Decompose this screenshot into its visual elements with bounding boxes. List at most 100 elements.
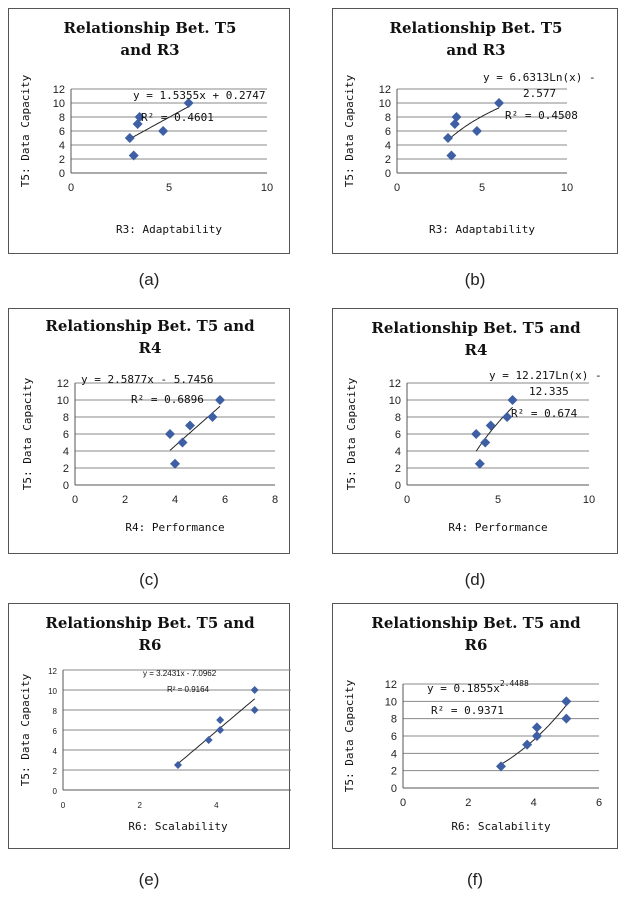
data-point — [216, 726, 225, 734]
y-tick-label: 4 — [395, 446, 401, 458]
y-tick-label: 6 — [59, 126, 65, 138]
y-tick-label: 10 — [53, 98, 65, 110]
y-tick-label: 6 — [385, 126, 391, 138]
trend-equation: y = 1.5355x + 0.2747 — [133, 89, 265, 102]
y-axis-label: T5: Data Capacity — [343, 74, 356, 187]
x-tick-label: 0 — [61, 801, 66, 810]
x-tick-label: 5 — [479, 182, 485, 194]
y-tick-label: 8 — [63, 412, 69, 424]
y-tick-label: 12 — [53, 84, 65, 96]
data-point — [531, 722, 542, 733]
chart-title: R6 — [139, 636, 162, 654]
data-point — [496, 761, 506, 772]
y-tick-label: 6 — [63, 429, 69, 441]
y-tick-label: 0 — [391, 783, 397, 795]
r-squared-label: R² = 0.6896 — [131, 393, 204, 406]
x-tick-label: 0 — [394, 182, 400, 194]
y-tick-label: 0 — [63, 480, 69, 492]
y-tick-label: 10 — [389, 395, 401, 407]
x-tick-label: 0 — [72, 494, 78, 506]
trendline — [177, 698, 256, 765]
chart-title: Relationship Bet. T5 — [390, 19, 563, 37]
x-tick-label: 8 — [272, 494, 278, 506]
chart-panel-c: Relationship Bet. T5 and R4 0 2 4 6 8 10 12 0 2 4 6 8… — [8, 308, 290, 554]
y-axis-label: T5: Data Capacity — [345, 377, 358, 490]
chart-title: Relationship Bet. T5 and — [371, 614, 581, 632]
chart-svg-c: Relationship Bet. T5 and R4 0 2 4 6 8 10 12 0 2 4 6 8… — [21, 317, 278, 534]
y-tick-label: 12 — [57, 378, 69, 390]
data-point — [443, 133, 453, 143]
y-axis-label: T5: Data Capacity — [21, 377, 34, 490]
data-point — [216, 716, 225, 724]
data-point — [480, 437, 491, 448]
x-tick-label: 5 — [495, 494, 501, 506]
y-tick-label: 10 — [379, 98, 391, 110]
chart-title: Relationship Bet. T5 — [64, 19, 237, 37]
data-point — [446, 150, 457, 161]
chart-title: R4 — [465, 341, 488, 359]
trendline — [129, 106, 189, 140]
trend-equation: 2.577 — [523, 87, 556, 100]
chart-panel-e: Relationship Bet. T5 andR60246810120246R… — [8, 603, 291, 849]
y-tick-label: 8 — [385, 112, 391, 124]
r-squared-label: R² = 0.9164 — [167, 685, 210, 694]
data-point — [170, 458, 180, 469]
r-squared-label: R² = 0.4601 — [141, 111, 214, 124]
x-tick-label: 2 — [465, 797, 471, 809]
chart-title: Relationship Bet. T5 and — [45, 317, 255, 335]
y-tick-label: 0 — [53, 787, 58, 796]
x-tick-label: 2 — [122, 494, 128, 506]
data-point — [250, 706, 259, 714]
trend-equation: y = 2.5877x - 5.7456 — [81, 373, 213, 386]
y-tick-label: 10 — [385, 696, 397, 708]
x-tick-label: 4 — [214, 801, 219, 810]
x-axis-label: R4: Performance — [448, 521, 547, 534]
data-point — [185, 420, 195, 431]
trend-equation: 12.335 — [529, 385, 569, 398]
chart-title: Relationship Bet. T5 and — [45, 614, 255, 632]
x-axis-label: R3: Adaptability — [116, 223, 222, 236]
y-tick-label: 8 — [53, 707, 58, 716]
y-tick-label: 0 — [385, 168, 391, 180]
data-point — [204, 736, 213, 744]
chart-panel-f: Relationship Bet. T5 and R6 0 2 4 6 8 10 12 0 2 4 6 R… — [332, 603, 618, 849]
data-point — [207, 412, 218, 422]
data-point — [507, 395, 518, 405]
x-tick-label: 10 — [561, 182, 573, 194]
x-tick-label: 0 — [400, 797, 406, 809]
trend-equation: y = 6.6313Ln(x) - — [483, 71, 596, 84]
data-point — [522, 739, 533, 750]
caption-c: (c) — [139, 570, 159, 589]
data-point — [177, 437, 188, 448]
x-tick-label: 5 — [166, 182, 172, 194]
y-tick-label: 2 — [53, 767, 58, 776]
r-squared-label: R² = 0.4508 — [505, 109, 578, 122]
data-point — [215, 395, 225, 405]
chart-title: and R3 — [120, 41, 179, 59]
trendline — [447, 107, 500, 141]
y-tick-label: 6 — [395, 429, 401, 441]
data-point — [183, 98, 194, 108]
x-tick-label: 10 — [261, 182, 273, 194]
y-tick-label: 6 — [53, 727, 58, 736]
caption-f: (f) — [466, 870, 484, 889]
y-tick-label: 4 — [391, 748, 397, 760]
trend-equation: y = 0.1855x2.4488 — [427, 679, 529, 695]
data-point — [471, 126, 482, 136]
y-axis-label: T5: Data Capacity — [343, 679, 356, 792]
r-squared-label: R² = 0.9371 — [431, 704, 504, 717]
trend-equation: y = 12.217Ln(x) - — [489, 369, 602, 382]
caption-a: (a) — [138, 270, 160, 289]
data-point — [174, 761, 182, 769]
x-tick-label: 0 — [404, 494, 410, 506]
data-point — [474, 458, 485, 469]
data-point — [158, 126, 169, 136]
y-tick-label: 4 — [53, 747, 58, 756]
y-tick-label: 2 — [63, 463, 69, 475]
y-tick-label: 10 — [48, 687, 57, 696]
y-axis-label: T5: Data Capacity — [19, 74, 32, 187]
data-point — [531, 731, 542, 741]
data-point — [561, 696, 572, 707]
trendline — [500, 704, 567, 765]
y-tick-label: 12 — [48, 667, 57, 676]
